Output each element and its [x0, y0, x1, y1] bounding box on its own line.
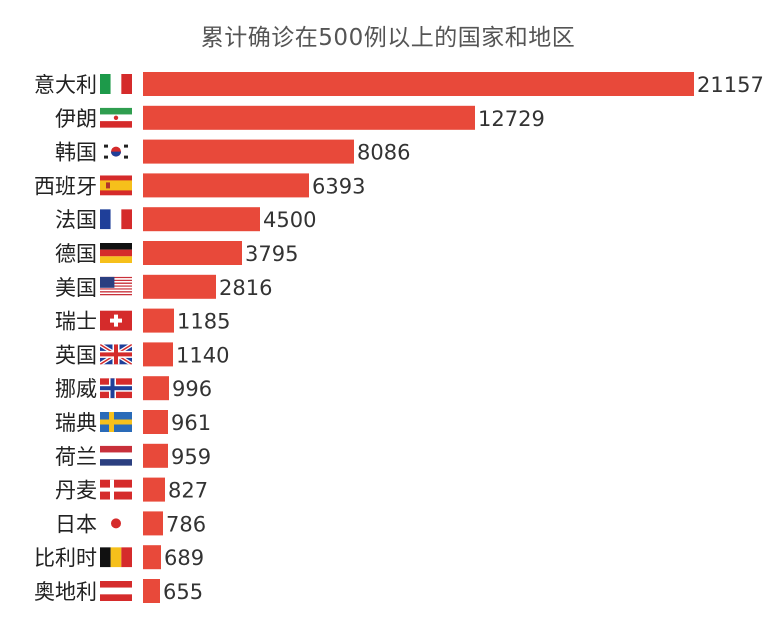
category-label: 荷兰 [55, 445, 97, 469]
bar-row: 西班牙 6393 [34, 173, 365, 198]
value-label: 3795 [245, 242, 298, 266]
netherlands-flag [100, 445, 132, 466]
bar [143, 274, 216, 299]
bar-row: 瑞典 961 [55, 410, 211, 435]
bar [143, 241, 242, 265]
japan-flag [100, 513, 132, 534]
category-label: 美国 [55, 276, 97, 300]
bar [143, 207, 260, 232]
italy-flag [100, 74, 132, 94]
denmark-flag [100, 479, 132, 500]
bar [143, 72, 694, 96]
france-flag [100, 209, 132, 230]
bar [143, 105, 475, 130]
category-label: 日本 [55, 512, 97, 536]
value-label: 4500 [263, 208, 316, 232]
spain-flag [100, 175, 132, 196]
bar-row: 比利时 689 [34, 545, 204, 570]
category-label: 奥地利 [34, 580, 97, 604]
bar-row: 奥地利 655 [34, 579, 203, 604]
bar [143, 511, 163, 536]
bar [143, 139, 354, 164]
value-label: 961 [171, 411, 211, 435]
bar-row: 法国 4500 [55, 207, 316, 232]
bar [143, 342, 173, 367]
bar [143, 410, 168, 434]
bar [143, 579, 160, 603]
bar [143, 173, 309, 198]
bar [143, 443, 168, 468]
value-label: 827 [168, 479, 208, 503]
category-label: 法国 [55, 208, 97, 232]
sweden-flag [100, 412, 132, 432]
south-korea-flag [100, 141, 132, 162]
germany-flag [100, 243, 132, 263]
bar-row: 英国 1140 [55, 342, 229, 367]
category-label: 意大利 [34, 73, 97, 97]
bar-row: 荷兰 959 [55, 443, 211, 469]
category-label: 丹麦 [55, 479, 97, 503]
bar-row: 挪威 996 [55, 376, 212, 401]
austria-flag [100, 581, 132, 601]
bar-row: 德国 3795 [55, 241, 298, 266]
category-label: 瑞典 [55, 411, 97, 435]
category-label: 比利时 [34, 546, 97, 570]
value-label: 689 [164, 546, 204, 570]
category-label: 挪威 [55, 377, 97, 401]
value-label: 1140 [176, 343, 229, 367]
value-label: 8086 [357, 141, 410, 165]
bar-row: 意大利 21157 [34, 72, 764, 97]
chart-title: 累计确诊在500例以上的国家和地区 [200, 25, 576, 51]
bar-row: 韩国 8086 [55, 139, 410, 165]
bar [143, 477, 165, 502]
bar-row: 瑞士 1185 [55, 308, 230, 334]
value-label: 12729 [478, 107, 545, 131]
category-label: 英国 [55, 343, 97, 367]
category-label: 伊朗 [55, 107, 97, 131]
bar [143, 545, 161, 570]
bar [143, 376, 169, 401]
value-label: 21157 [697, 73, 764, 97]
value-label: 6393 [312, 174, 365, 198]
value-label: 2816 [219, 276, 272, 300]
value-label: 996 [172, 377, 212, 401]
bar-row: 美国 2816 [55, 274, 272, 300]
category-label: 西班牙 [34, 174, 97, 198]
norway-flag [100, 378, 132, 399]
value-label: 655 [163, 580, 203, 604]
switzerland-flag [100, 310, 132, 331]
category-label: 韩国 [55, 141, 97, 165]
bar-row: 日本 786 [55, 511, 206, 536]
bar-row: 伊朗 12729 [55, 105, 545, 131]
bar [143, 308, 174, 333]
value-label: 786 [166, 512, 206, 536]
uk-flag [100, 344, 132, 365]
category-label: 瑞士 [55, 310, 97, 334]
belgium-flag [100, 547, 132, 568]
iran-flag [100, 107, 132, 128]
value-label: 1185 [177, 310, 230, 334]
value-label: 959 [171, 445, 211, 469]
bar-row: 丹麦 827 [55, 477, 208, 503]
usa-flag [100, 276, 132, 297]
category-label: 德国 [55, 242, 97, 266]
